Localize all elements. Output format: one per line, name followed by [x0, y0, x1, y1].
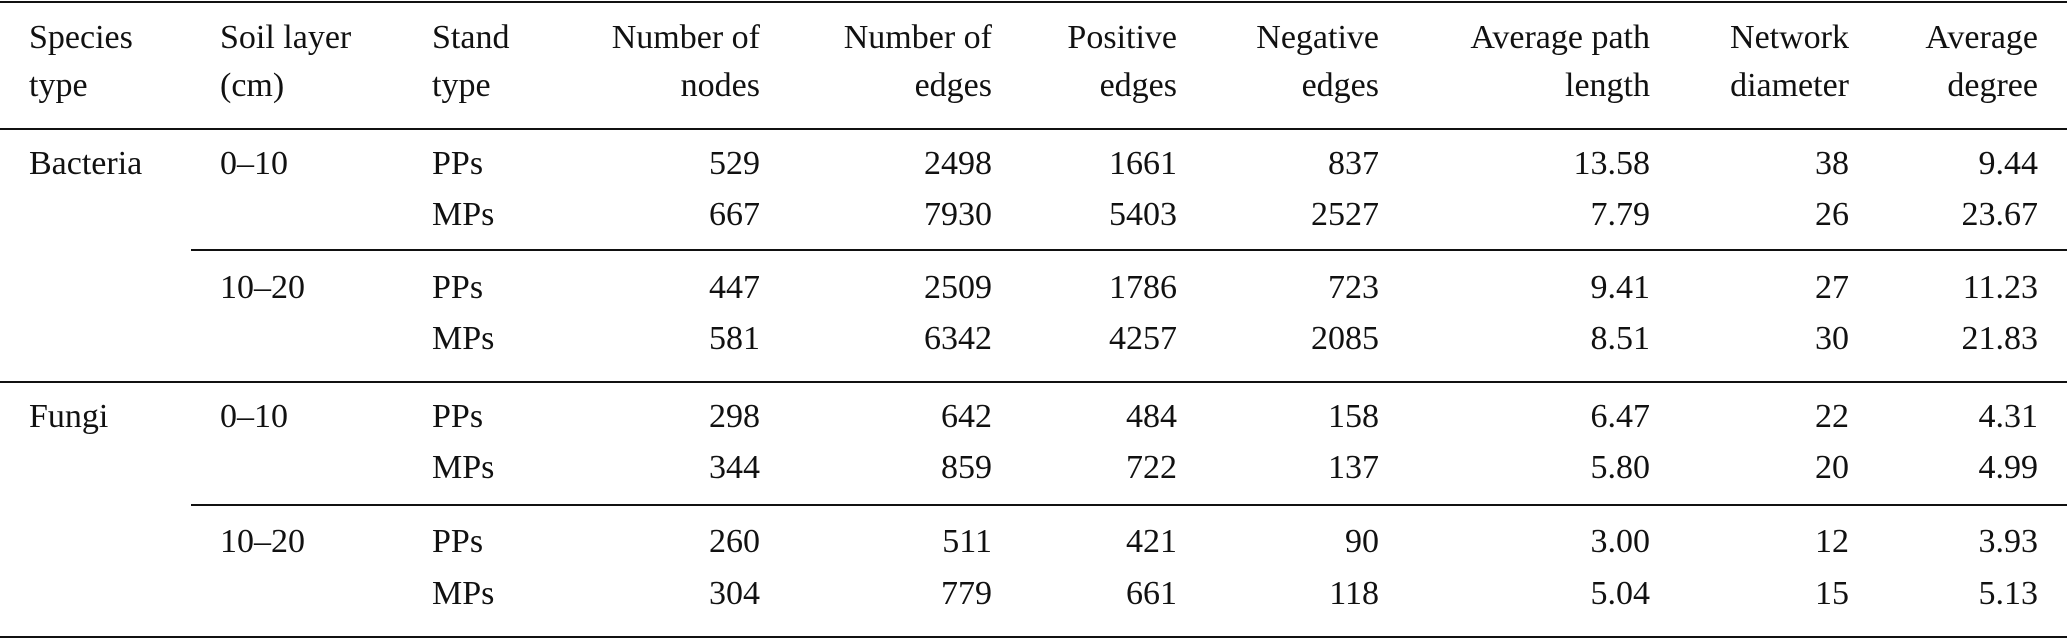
cell: PPs: [432, 145, 483, 182]
layer-cell: 10–20: [220, 269, 305, 306]
cell: 11.23: [1963, 269, 2038, 306]
cell: 421: [1126, 523, 1177, 560]
header-cell: Average: [1925, 19, 2038, 56]
header-cell: Number of: [612, 19, 761, 56]
cell: 21.83: [1962, 320, 2039, 357]
cell: 304: [709, 575, 760, 612]
cell: 447: [709, 269, 760, 306]
header-cell: (cm): [220, 67, 284, 104]
cell: PPs: [432, 269, 483, 306]
layer-cell: 0–10: [220, 145, 288, 182]
cell: 5.04: [1591, 575, 1651, 612]
header-cell: Species: [29, 19, 133, 56]
layer-cell: 0–10: [220, 398, 288, 435]
header-cell: edges: [1302, 67, 1379, 104]
cell: PPs: [432, 398, 483, 435]
cell: 23.67: [1962, 196, 2039, 233]
cell: 3.93: [1979, 523, 2039, 560]
cell: 260: [709, 523, 760, 560]
cell: 2498: [924, 145, 992, 182]
header-cell: type: [29, 67, 88, 104]
cell: 9.44: [1979, 145, 2039, 182]
species-cell: Bacteria: [29, 145, 142, 182]
cell: 9.41: [1591, 269, 1651, 306]
cell: 581: [709, 320, 760, 357]
cell: 118: [1329, 575, 1379, 612]
cell: 1661: [1109, 145, 1177, 182]
header-cell: Stand: [432, 19, 509, 56]
cell: 13.58: [1574, 145, 1651, 182]
cell: 90: [1345, 523, 1379, 560]
header-cell: Average path: [1470, 19, 1650, 56]
species-cell: Fungi: [29, 398, 108, 435]
cell: MPs: [432, 449, 494, 486]
header-cell: edges: [915, 67, 992, 104]
cell: 15: [1815, 575, 1849, 612]
cell: 2085: [1311, 320, 1379, 357]
header-cell: nodes: [681, 67, 760, 104]
header-cell: Negative: [1256, 19, 1379, 56]
header-cell: Network: [1730, 19, 1849, 56]
cell: 859: [941, 449, 992, 486]
layer-cell: 10–20: [220, 523, 305, 560]
header-cell: Soil layer: [220, 19, 352, 56]
cell: 5.80: [1591, 449, 1651, 486]
cell: 529: [709, 145, 760, 182]
cell: 12: [1815, 523, 1849, 560]
cell: 4257: [1109, 320, 1177, 357]
header-cell: type: [432, 67, 491, 104]
cell: 6342: [924, 320, 992, 357]
header-cell: Number of: [844, 19, 993, 56]
header-cell: length: [1565, 67, 1650, 104]
cell: 4.31: [1979, 398, 2039, 435]
cell: 8.51: [1591, 320, 1651, 357]
cell: 779: [941, 575, 992, 612]
cell: 722: [1126, 449, 1177, 486]
header-cell: edges: [1100, 67, 1177, 104]
cell: 2527: [1311, 196, 1379, 233]
cell: 511: [942, 523, 992, 560]
cell: 667: [709, 196, 760, 233]
cell: 2509: [924, 269, 992, 306]
header-cell: Positive: [1067, 19, 1177, 56]
cell: 20: [1815, 449, 1849, 486]
cell: 1786: [1109, 269, 1177, 306]
cell: 4.99: [1979, 449, 2039, 486]
cell: 22: [1815, 398, 1849, 435]
header-cell: degree: [1947, 67, 2038, 104]
cell: 837: [1328, 145, 1379, 182]
cell: 27: [1815, 269, 1849, 306]
cell: PPs: [432, 523, 483, 560]
cell: 642: [941, 398, 992, 435]
cell: 298: [709, 398, 760, 435]
cell: 30: [1815, 320, 1849, 357]
cell: 38: [1815, 145, 1849, 182]
cell: 7.79: [1591, 196, 1651, 233]
cell: 6.47: [1591, 398, 1651, 435]
cell: MPs: [432, 196, 494, 233]
cell: 484: [1126, 398, 1177, 435]
cell: 5.13: [1979, 575, 2039, 612]
cell: 137: [1328, 449, 1379, 486]
cell: MPs: [432, 575, 494, 612]
cell: 344: [709, 449, 760, 486]
cell: 723: [1328, 269, 1379, 306]
cell: 3.00: [1591, 523, 1651, 560]
header-cell: diameter: [1730, 67, 1850, 104]
cell: 158: [1328, 398, 1379, 435]
cell: 26: [1815, 196, 1849, 233]
cell: 7930: [924, 196, 992, 233]
cell: MPs: [432, 320, 494, 357]
cell: 661: [1126, 575, 1177, 612]
cell: 5403: [1109, 196, 1177, 233]
